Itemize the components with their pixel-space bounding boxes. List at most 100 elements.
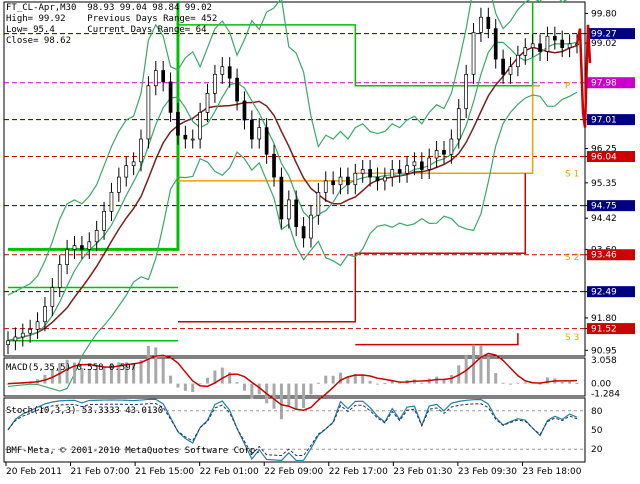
- price-level-badge-label: 96.04: [591, 153, 617, 163]
- macd-bar: [545, 377, 549, 384]
- candle-body: [294, 199, 299, 227]
- macd-bar: [80, 368, 84, 384]
- stoch-tick-label: 80: [591, 407, 603, 417]
- price-level-badge: [587, 286, 635, 298]
- price-level-badge: [587, 249, 635, 261]
- candle-body: [35, 321, 40, 330]
- macd-bar: [368, 380, 372, 384]
- candle-body: [116, 176, 121, 193]
- macd-bar: [95, 368, 99, 384]
- macd-bar: [390, 380, 394, 384]
- macd-bar: [398, 382, 402, 384]
- price-panel-frame: [3, 1, 586, 357]
- stoch-panel-frame: [3, 397, 586, 463]
- candle-body: [301, 226, 306, 239]
- candle-body: [257, 127, 262, 140]
- candle-body: [87, 241, 92, 250]
- candle-body: [434, 150, 439, 159]
- macd-bar: [169, 375, 173, 384]
- macd-bar: [353, 373, 357, 384]
- bollinger-middle-line: [7, 41, 578, 342]
- candle-body: [272, 153, 276, 178]
- watermark: BMF-Meta, © 2001-2010 MetaQuotes Softwar…: [6, 446, 261, 456]
- pivot-level-marker: S 2: [565, 253, 579, 263]
- candle-body: [198, 112, 202, 140]
- macd-bar: [486, 356, 490, 384]
- macd-bar: [494, 373, 498, 384]
- candle-body: [412, 161, 417, 167]
- macd-tick-label: 0.00: [591, 380, 611, 390]
- macd-bar: [257, 383, 261, 395]
- stoch-signal-line: [7, 403, 578, 457]
- candle-body: [6, 340, 10, 345]
- candle-body: [65, 249, 69, 265]
- candle-body: [161, 70, 166, 83]
- macd-bar: [228, 372, 232, 384]
- candle-body: [28, 329, 33, 334]
- price-level-badge-label: 97.98: [591, 79, 617, 89]
- macd-bar: [375, 383, 379, 385]
- time-tick-label: 22 Feb 17:00: [329, 467, 388, 477]
- macd-bar: [449, 374, 453, 384]
- macd-bar: [575, 382, 579, 384]
- time-tick-label: 20 Feb 2011: [6, 467, 62, 477]
- candle-body: [560, 39, 565, 49]
- candle-body: [360, 169, 365, 174]
- candle-body: [72, 245, 77, 250]
- candle-body: [442, 150, 446, 155]
- pivot-s1-line: [177, 173, 527, 323]
- time-tick-label: 21 Feb 07:00: [71, 467, 130, 477]
- macd-bar: [43, 374, 47, 384]
- candle-body: [168, 81, 173, 113]
- candle-body: [316, 191, 321, 216]
- candle-body: [323, 180, 328, 193]
- candle-body: [516, 54, 520, 68]
- macd-bar: [250, 383, 254, 399]
- candle-body: [375, 176, 380, 182]
- macd-bar: [309, 383, 313, 395]
- candle-body: [397, 169, 402, 174]
- candle-body: [346, 176, 350, 186]
- candle-body: [331, 180, 335, 186]
- candle-body: [80, 245, 84, 250]
- candle-body: [508, 66, 513, 75]
- macd-bar: [331, 375, 335, 384]
- pivot-level-marker: P: [565, 82, 571, 92]
- candle-body: [227, 66, 232, 79]
- price-tick-label: 96.25: [591, 145, 617, 155]
- macd-bar: [176, 383, 180, 388]
- candle-body: [427, 157, 432, 170]
- macd-bar: [316, 382, 320, 384]
- macd-bar: [65, 359, 69, 384]
- candle-body: [383, 176, 387, 182]
- candle-body: [493, 28, 498, 60]
- candle-body: [309, 214, 313, 239]
- time-tick-label: 23 Feb 01:30: [393, 467, 452, 477]
- candle-body: [102, 211, 106, 231]
- macd-bar: [206, 377, 210, 384]
- candle-body: [43, 306, 47, 323]
- candle-body: [57, 264, 62, 288]
- candle-body: [213, 73, 217, 94]
- price-tick-label: 91.80: [591, 314, 617, 324]
- macd-bar: [117, 362, 121, 384]
- candle-body: [183, 134, 188, 140]
- moving-average-line: [7, 44, 578, 342]
- candle-body: [552, 35, 557, 41]
- macd-bar: [191, 383, 195, 393]
- candle-body: [220, 66, 225, 75]
- pivot-r-line: [8, 2, 180, 251]
- candle-body: [205, 93, 210, 113]
- candle-body: [545, 35, 550, 52]
- candle-body: [146, 85, 151, 140]
- macd-bar: [339, 372, 343, 384]
- candle-body: [94, 230, 99, 243]
- macd-bar: [346, 377, 350, 384]
- candle-body: [242, 100, 247, 121]
- macd-bar: [479, 345, 483, 384]
- candle-body: [235, 77, 239, 102]
- candle-body: [124, 165, 129, 178]
- candle-body: [405, 165, 409, 174]
